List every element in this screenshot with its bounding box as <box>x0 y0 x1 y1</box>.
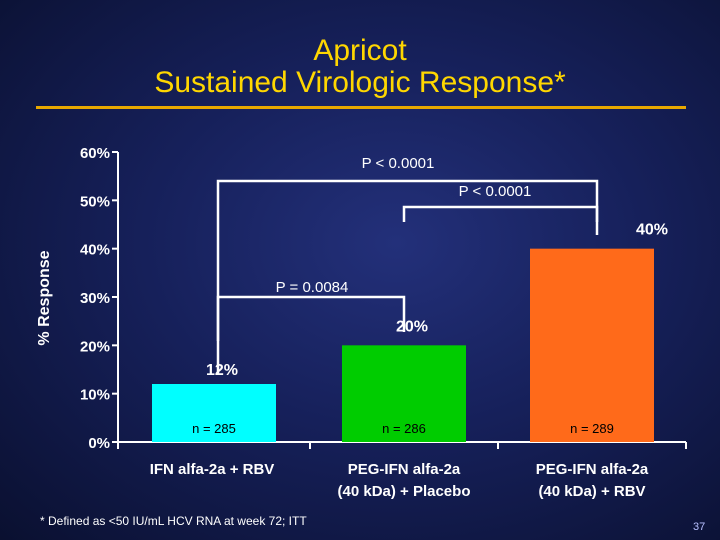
p-value-label: P = 0.0084 <box>276 279 349 296</box>
bar-n-label: n = 286 <box>382 421 426 436</box>
significance-bracket <box>216 295 406 341</box>
y-tick-label: 0% <box>88 435 110 452</box>
y-tick-label: 60% <box>80 145 110 162</box>
y-tick-label: 20% <box>80 338 110 355</box>
bar-value-label: 12% <box>206 362 238 379</box>
y-axis-label: % Response <box>36 250 53 345</box>
bar-n-label: n = 285 <box>192 421 236 436</box>
slide-title-line-2: Sustained Virologic Response* <box>154 66 566 99</box>
category-label: (40 kDa) + Placebo <box>338 483 471 500</box>
y-tick-label: 40% <box>80 242 110 259</box>
category-label: PEG-IFN alfa-2a <box>536 461 649 478</box>
y-tick-label: 50% <box>80 193 110 210</box>
title-underline <box>36 106 686 109</box>
y-tick-label: 10% <box>80 387 110 404</box>
bar-n-label: n = 289 <box>570 421 614 436</box>
bar-value-label: 40% <box>636 222 668 239</box>
bar <box>152 384 276 442</box>
p-value-label: P < 0.0001 <box>459 183 532 200</box>
category-label: IFN alfa-2a + RBV <box>150 461 275 478</box>
slide-number: 37 <box>693 521 706 533</box>
category-label: (40 kDa) + RBV <box>538 483 645 500</box>
y-tick-label: 30% <box>80 290 110 307</box>
category-label: PEG-IFN alfa-2a <box>348 461 461 478</box>
bar <box>530 248 654 442</box>
bar-value-label: 20% <box>396 318 428 335</box>
slide-title-line-1: Apricot <box>313 34 407 67</box>
significance-bracket <box>402 205 599 222</box>
footnote: * Defined as <50 IU/mL HCV RNA at week 7… <box>40 514 307 528</box>
bar <box>342 345 466 442</box>
p-value-label: P < 0.0001 <box>362 155 435 172</box>
